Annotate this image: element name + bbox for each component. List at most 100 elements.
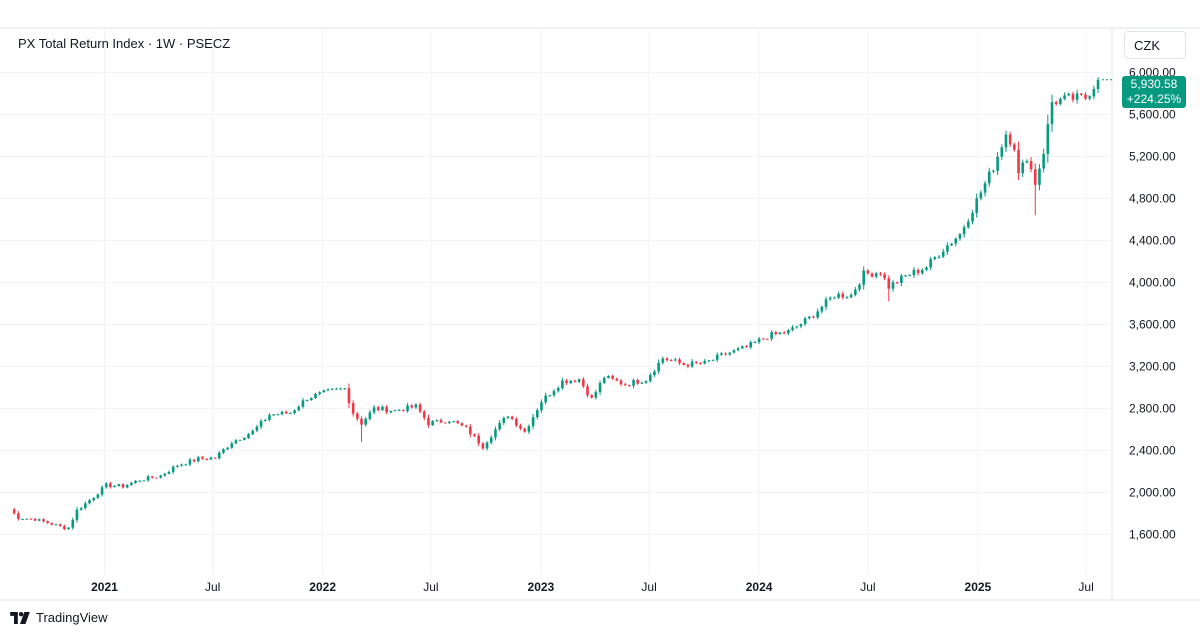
- candle-body: [854, 289, 857, 295]
- candle-body: [301, 400, 305, 407]
- candle-body: [272, 414, 275, 416]
- candle-body: [845, 297, 849, 299]
- candle-body: [79, 508, 83, 510]
- candle-body: [1080, 93, 1083, 95]
- candle-body: [640, 382, 644, 384]
- candle-body: [1033, 169, 1037, 185]
- candle-body: [502, 417, 506, 423]
- candle-body: [192, 459, 196, 462]
- candle-body: [121, 484, 125, 488]
- candle-body: [351, 403, 355, 414]
- candle-body: [21, 518, 24, 520]
- y-tick-label: 2,400.00: [1129, 444, 1176, 458]
- candle-body: [774, 332, 778, 335]
- candle-body: [439, 419, 443, 423]
- candle-body: [356, 413, 359, 419]
- y-tick-label: 4,800.00: [1129, 192, 1176, 206]
- candle-body: [803, 318, 807, 325]
- candle-body: [678, 359, 681, 363]
- candle-body: [117, 484, 121, 486]
- candle-body: [385, 406, 388, 413]
- candle-body: [452, 421, 455, 423]
- candle-body: [816, 311, 819, 318]
- candle-body: [682, 362, 686, 365]
- candle-body: [761, 338, 765, 340]
- candle-body: [473, 434, 476, 436]
- candle-body: [996, 156, 999, 171]
- candle-body: [113, 485, 116, 487]
- candle-body: [531, 417, 535, 427]
- candle-body: [243, 437, 246, 440]
- y-tick-label: 2,800.00: [1129, 402, 1176, 416]
- candle-body: [339, 388, 342, 390]
- currency-button[interactable]: CZK: [1124, 31, 1186, 59]
- candle-body: [146, 476, 150, 481]
- candle-body: [171, 466, 175, 472]
- candle-body: [205, 458, 208, 460]
- candle-body: [163, 473, 167, 476]
- candle-body: [347, 388, 351, 404]
- candle-body: [393, 410, 397, 412]
- candle-body: [159, 475, 162, 478]
- candle-body: [916, 269, 920, 274]
- brand-name: TradingView: [36, 610, 108, 625]
- candle-body: [1025, 161, 1029, 163]
- candle-body: [1096, 79, 1100, 90]
- candle-body: [619, 380, 623, 385]
- candle-body: [510, 416, 514, 420]
- candle-body: [414, 404, 418, 408]
- last-price-badge: 5,930.58 +224.25%: [1122, 76, 1186, 108]
- candle-body: [807, 316, 811, 319]
- candle-body: [715, 354, 719, 360]
- candle-body: [268, 415, 271, 420]
- candle-body: [866, 270, 870, 274]
- candle-body: [887, 278, 891, 289]
- candle-body: [184, 464, 188, 466]
- candle-body: [648, 375, 652, 381]
- candle-body: [1059, 98, 1062, 105]
- candle-body: [180, 464, 183, 466]
- candle-body: [314, 394, 317, 399]
- candle-body: [548, 395, 552, 397]
- candle-body: [766, 338, 769, 340]
- candle-body: [376, 407, 380, 411]
- candle-body: [42, 519, 45, 522]
- candle-body: [979, 192, 983, 199]
- candle-body: [1000, 147, 1004, 157]
- y-tick-label: 2,000.00: [1129, 486, 1176, 500]
- candle-body: [58, 524, 62, 526]
- candle-body: [954, 238, 958, 244]
- candle-body: [527, 426, 531, 432]
- candle-body: [368, 412, 372, 419]
- candle-body: [833, 297, 836, 299]
- brand-footer[interactable]: TradingView: [10, 610, 108, 625]
- candle-body: [335, 388, 338, 390]
- candle-body: [732, 350, 736, 353]
- candle-body: [582, 379, 585, 387]
- candle-body: [263, 419, 267, 421]
- candle-body: [318, 392, 321, 395]
- candle-body: [448, 421, 451, 424]
- candle-body: [657, 362, 660, 372]
- candle-body: [464, 425, 468, 427]
- candle-body: [586, 386, 589, 396]
- x-tick-label: Jul: [860, 580, 875, 594]
- candle-body: [506, 416, 510, 418]
- candle-body: [222, 449, 225, 453]
- candle-body: [67, 527, 70, 530]
- candle-body: [63, 525, 66, 530]
- candle-body: [1075, 93, 1079, 100]
- candle-body: [556, 388, 560, 392]
- candle-body: [1071, 93, 1075, 100]
- candle-body: [326, 389, 330, 391]
- candle-body: [402, 410, 405, 412]
- candle-body: [824, 299, 828, 307]
- candle-body: [389, 410, 393, 413]
- candle-body: [745, 346, 748, 348]
- candle-body: [54, 524, 58, 526]
- candle-body: [674, 359, 677, 361]
- candle-body: [958, 234, 962, 239]
- candle-body: [1017, 149, 1020, 174]
- candle-body: [364, 418, 368, 425]
